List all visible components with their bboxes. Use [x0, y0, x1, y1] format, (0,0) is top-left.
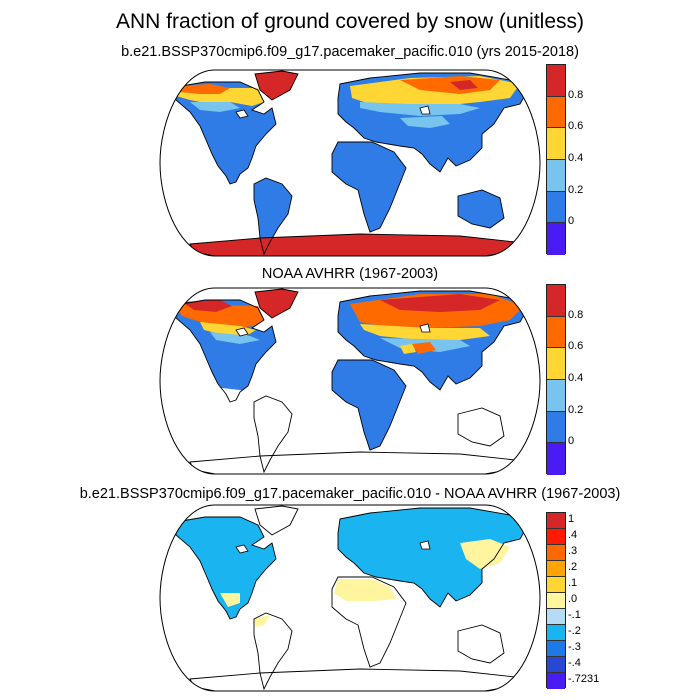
colorbar-label: 1	[568, 513, 575, 525]
colorbar-segment	[547, 641, 565, 657]
colorbar-label: -.4	[568, 657, 581, 669]
colorbar-label: .1	[568, 577, 578, 589]
land-australia	[458, 190, 504, 228]
colorbar-label: 0	[568, 215, 575, 228]
land-samerica	[254, 178, 292, 254]
snow-region	[182, 300, 232, 312]
colorbar-segment	[547, 191, 565, 224]
colorbar-segment	[547, 411, 565, 444]
snow-region	[258, 72, 294, 94]
colorbar-segment	[547, 128, 565, 160]
colorbar-label: 0.6	[568, 120, 584, 133]
map-outline	[159, 504, 541, 692]
colorbar-label: -.2	[568, 625, 581, 637]
colorbar-label: .4	[568, 529, 578, 541]
panel-3-title: b.e21.BSSP370cmip6.f09_g17.pacemaker_pac…	[79, 486, 621, 502]
colorbar-segment	[547, 625, 565, 641]
colorbar-label: .0	[568, 593, 578, 605]
colorbar-label: -.7231	[568, 673, 600, 685]
panel-1-colorbar	[546, 64, 566, 255]
land-africa	[332, 142, 406, 232]
colorbar-segment	[547, 285, 565, 317]
colorbar-label: 0.8	[568, 308, 584, 321]
snow-region	[174, 84, 230, 94]
snow-region	[190, 102, 240, 112]
colorbar-label: .2	[568, 561, 578, 573]
land-africa	[332, 360, 406, 450]
snow-region	[334, 579, 396, 601]
land-namerica	[170, 517, 276, 619]
colorbar-label: 0.2	[568, 403, 584, 416]
colorbar-segment	[547, 316, 565, 349]
land-eurasia	[338, 508, 528, 607]
snow-region	[254, 615, 270, 627]
colorbar-segment	[547, 443, 565, 475]
colorbar-label: -.1	[568, 609, 581, 621]
map-outline	[159, 69, 541, 257]
snow-region	[460, 539, 510, 569]
snow-region	[400, 116, 450, 128]
colorbar-segment	[547, 65, 565, 97]
colorbar-label: 0.8	[568, 88, 584, 101]
colorbar-segment	[547, 561, 565, 577]
panel-1-title: b.e21.BSSP370cmip6.f09_g17.pacemaker_pac…	[121, 44, 579, 60]
colorbar-segment	[547, 673, 565, 689]
colorbar-label: 0.2	[568, 183, 584, 196]
colorbar-label: 0.6	[568, 340, 584, 353]
panel-2-title: NOAA AVHRR (1967-2003)	[261, 266, 439, 282]
colorbar-segment	[547, 223, 565, 255]
colorbar-segment	[547, 657, 565, 673]
land-australia	[458, 625, 504, 663]
land-samerica	[254, 396, 292, 472]
land-samerica	[254, 613, 292, 689]
colorbar-segment	[547, 96, 565, 129]
panel-3-colorbar	[546, 512, 566, 689]
colorbar-label: .3	[568, 545, 578, 557]
colorbar-segment	[547, 379, 565, 412]
land-australia	[458, 408, 504, 446]
colorbar-label: 0	[568, 435, 575, 448]
panel-3-map	[159, 504, 541, 692]
snow-region	[258, 289, 296, 316]
snow-region	[400, 344, 416, 354]
colorbar-segment	[547, 513, 565, 529]
panel-2-colorbar	[546, 284, 566, 475]
snow-region	[210, 332, 260, 344]
panel-1-map	[159, 69, 541, 257]
snow-region	[400, 76, 500, 94]
land-greenland	[255, 506, 298, 535]
colorbar-segment	[547, 348, 565, 380]
snow-region	[380, 294, 500, 312]
colorbar-label: 0.4	[568, 372, 584, 384]
colorbar-segment	[547, 593, 565, 609]
colorbar-segment	[547, 529, 565, 545]
colorbar-segment	[547, 577, 565, 593]
snow-region	[220, 593, 240, 607]
colorbar-segment	[547, 159, 565, 192]
colorbar-label: 0.4	[568, 152, 584, 164]
land-namerica	[170, 82, 276, 184]
colorbar-segment	[547, 545, 565, 561]
snow-region	[450, 80, 478, 90]
colorbar-label: -.3	[568, 641, 581, 653]
colorbar-segment	[547, 609, 565, 625]
panel-2-map	[159, 287, 541, 475]
map-outline	[159, 287, 541, 475]
figure-title: ANN fraction of ground covered by snow (…	[115, 10, 585, 33]
snow-region	[412, 342, 436, 354]
